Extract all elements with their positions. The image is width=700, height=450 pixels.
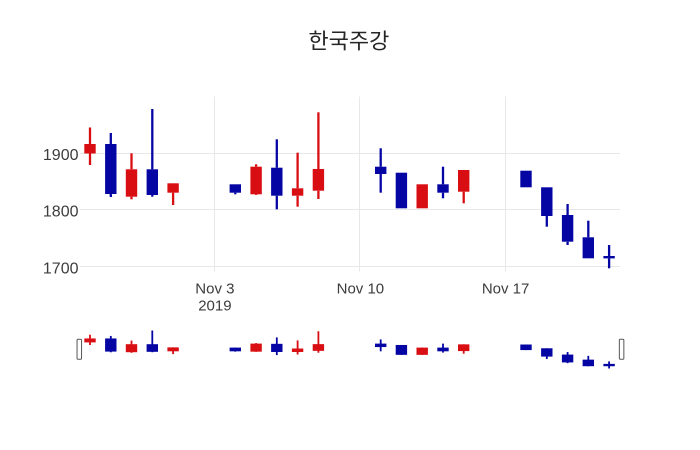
svg-text:1800: 1800: [43, 204, 79, 221]
svg-text:Nov 17: Nov 17: [482, 280, 530, 297]
svg-text:1700: 1700: [43, 260, 79, 277]
svg-text:Nov 3: Nov 3: [195, 280, 234, 297]
svg-text:2019: 2019: [198, 297, 231, 314]
svg-text:1900: 1900: [43, 147, 79, 164]
svg-text:Nov 10: Nov 10: [337, 280, 385, 297]
